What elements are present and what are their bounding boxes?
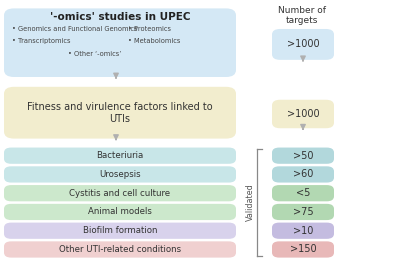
FancyBboxPatch shape xyxy=(272,100,334,128)
Text: Biofilm formation: Biofilm formation xyxy=(83,226,157,235)
Text: Other UTI-related conditions: Other UTI-related conditions xyxy=(59,245,181,254)
Text: • Metabolomics: • Metabolomics xyxy=(128,38,180,44)
Text: <5: <5 xyxy=(296,188,310,198)
Text: • Transcriptomics: • Transcriptomics xyxy=(12,38,70,44)
FancyBboxPatch shape xyxy=(4,8,236,77)
FancyBboxPatch shape xyxy=(4,185,236,201)
Text: Urosepsis: Urosepsis xyxy=(99,170,141,179)
Text: >150: >150 xyxy=(290,244,316,255)
FancyBboxPatch shape xyxy=(272,166,334,183)
FancyBboxPatch shape xyxy=(272,204,334,220)
FancyBboxPatch shape xyxy=(4,87,236,139)
FancyBboxPatch shape xyxy=(272,223,334,239)
Text: >60: >60 xyxy=(293,169,313,179)
Text: >50: >50 xyxy=(293,151,313,161)
FancyBboxPatch shape xyxy=(4,166,236,183)
FancyBboxPatch shape xyxy=(4,241,236,258)
FancyBboxPatch shape xyxy=(272,29,334,60)
Text: '-omics' studies in UPEC: '-omics' studies in UPEC xyxy=(50,12,190,22)
Text: • Genomics and Functional Genomics: • Genomics and Functional Genomics xyxy=(12,26,138,32)
FancyBboxPatch shape xyxy=(272,148,334,164)
Text: Cystitis and cell culture: Cystitis and cell culture xyxy=(70,189,170,198)
Text: Fitness and virulence factors linked to
UTIs: Fitness and virulence factors linked to … xyxy=(27,102,213,123)
Text: >1000: >1000 xyxy=(287,109,319,119)
Text: • Proteomics: • Proteomics xyxy=(128,26,171,32)
Text: Number of
targets: Number of targets xyxy=(278,6,326,25)
FancyBboxPatch shape xyxy=(272,185,334,201)
FancyBboxPatch shape xyxy=(4,148,236,164)
FancyBboxPatch shape xyxy=(4,204,236,220)
Text: Animal models: Animal models xyxy=(88,207,152,216)
Text: >75: >75 xyxy=(293,207,313,217)
FancyBboxPatch shape xyxy=(272,241,334,258)
Text: Bacteriuria: Bacteriuria xyxy=(96,151,144,160)
Text: • Other ‘-omics’: • Other ‘-omics’ xyxy=(68,51,121,57)
Text: Validated: Validated xyxy=(246,184,255,221)
FancyBboxPatch shape xyxy=(4,223,236,239)
Text: >1000: >1000 xyxy=(287,39,319,49)
Text: >10: >10 xyxy=(293,226,313,236)
